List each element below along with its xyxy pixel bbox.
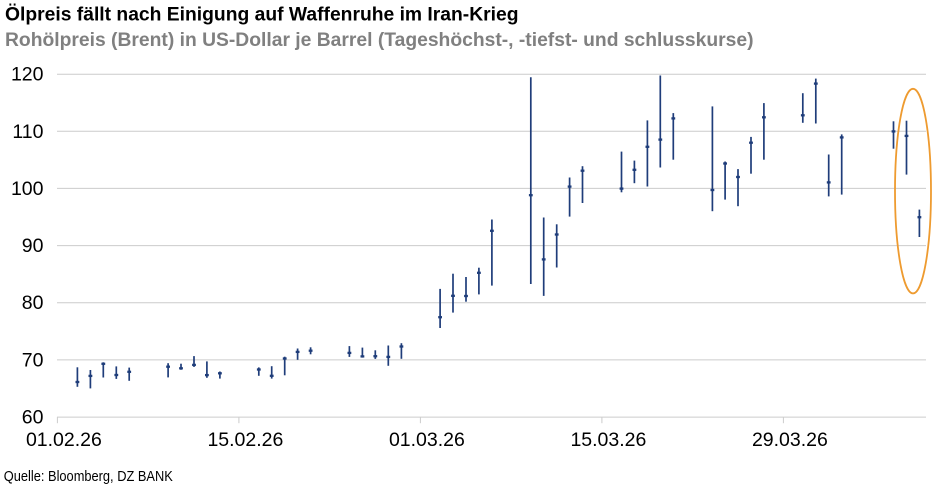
svg-text:100: 100 (11, 178, 44, 200)
svg-text:Quelle: Bloomberg, DZ BANK: Quelle: Bloomberg, DZ BANK (4, 468, 173, 485)
svg-text:15.03.26: 15.03.26 (570, 429, 646, 451)
svg-text:70: 70 (22, 349, 44, 371)
svg-text:Ölpreis fällt nach Einigung au: Ölpreis fällt nach Einigung auf Waffenru… (5, 3, 519, 26)
svg-text:80: 80 (22, 292, 44, 314)
svg-text:15.02.26: 15.02.26 (207, 429, 283, 451)
svg-text:60: 60 (22, 407, 44, 429)
svg-text:01.03.26: 01.03.26 (389, 429, 465, 451)
svg-text:01.02.26: 01.02.26 (26, 429, 102, 451)
svg-text:90: 90 (22, 235, 44, 257)
svg-text:120: 120 (11, 64, 44, 86)
svg-text:Rohölpreis (Brent) in US-Dolla: Rohölpreis (Brent) in US-Dollar je Barre… (5, 30, 754, 51)
svg-text:110: 110 (12, 121, 43, 143)
svg-text:29.03.26: 29.03.26 (752, 429, 828, 451)
